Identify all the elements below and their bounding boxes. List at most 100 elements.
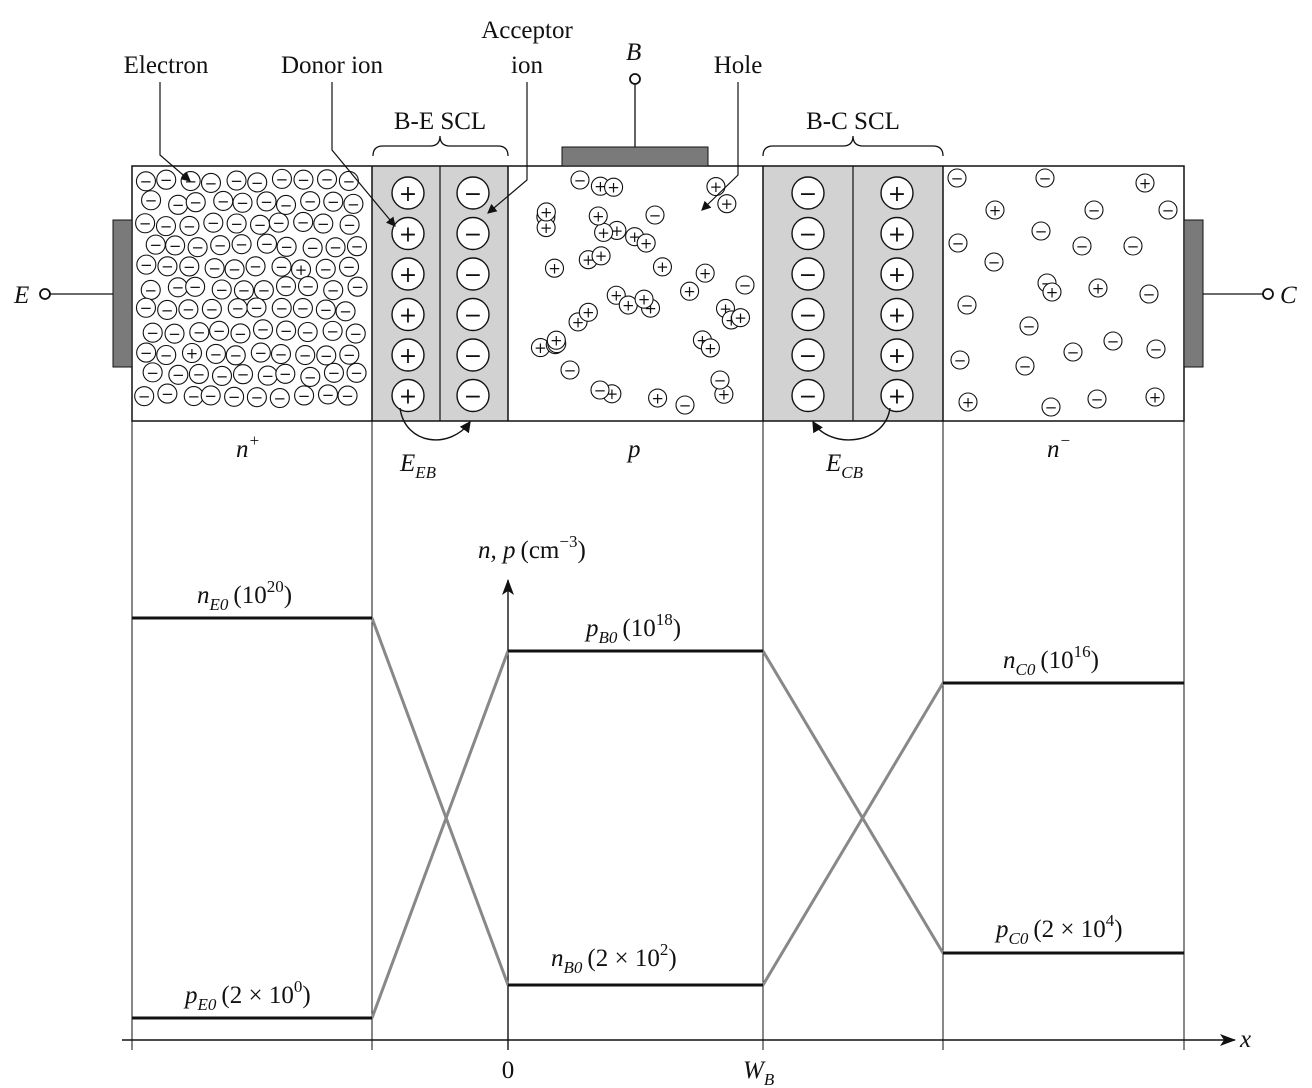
electron-sign: − <box>161 301 174 319</box>
electron-icon <box>297 276 319 297</box>
electron-icon <box>211 279 232 300</box>
collector-electrons: − −− −−− − −−−−−−−− −− −−−+++++ + <box>947 168 1178 417</box>
be-acceptor-ion-icon <box>456 338 490 372</box>
electron-icon <box>323 191 344 212</box>
electron-sign: − <box>217 192 230 210</box>
hole-sign: + <box>638 291 651 309</box>
electron-icon <box>205 343 226 364</box>
electron-icon <box>316 169 338 190</box>
electron-sign: − <box>343 346 356 364</box>
electron-sign: − <box>1045 398 1058 416</box>
electron-sign: − <box>275 258 288 276</box>
electron-icon <box>136 254 157 275</box>
electron-sign: − <box>169 237 182 255</box>
electron-sign: − <box>347 195 360 213</box>
electron-icon <box>346 362 367 383</box>
electron-sign: − <box>988 253 1001 271</box>
electron-sign: − <box>204 387 217 405</box>
electron-sign: − <box>297 171 310 189</box>
electron-sign: − <box>961 296 974 314</box>
electron-icon <box>1019 316 1039 336</box>
bc-acceptor-ion-icon <box>791 378 825 413</box>
electron-icon <box>315 258 336 279</box>
electron-sign: − <box>161 385 174 403</box>
electron-icon <box>293 211 314 233</box>
donor-ion-sign: + <box>989 201 1002 219</box>
electron-sign: − <box>160 171 173 189</box>
electron-sign: − <box>172 366 185 384</box>
electron-icon <box>948 233 968 253</box>
electron-icon <box>157 256 178 277</box>
hole-icon <box>604 177 624 197</box>
electron-icon <box>157 383 178 404</box>
be-scl-label: B-E SCL <box>394 108 486 135</box>
electron-icon <box>200 172 222 193</box>
field-eb-arrow <box>399 407 471 441</box>
electron-icon <box>275 276 297 297</box>
electron-sign: − <box>206 300 219 318</box>
electron-sign: − <box>183 258 196 276</box>
donor-ion-sign: + <box>962 393 975 411</box>
be-donor-ion-icon <box>391 378 425 413</box>
donor-ion-icon <box>985 200 1005 220</box>
electron-sign: − <box>149 236 162 254</box>
acceptor-ion-arrow <box>487 82 528 214</box>
electron-sign: − <box>1023 317 1036 335</box>
bc-donor-ion-icon <box>880 378 914 413</box>
be-donor-ion-icon <box>391 297 425 332</box>
electron-icon <box>247 172 268 193</box>
electron-sign: − <box>254 216 267 234</box>
electron-icon <box>1031 221 1051 241</box>
donor-ion-sign: + <box>186 344 199 362</box>
electron-icon <box>211 365 233 386</box>
electron-icon <box>156 344 177 366</box>
emitter-region-label: n+ <box>236 431 260 463</box>
acceptor-ion-icon <box>735 275 755 295</box>
electron-sign: − <box>1019 357 1032 375</box>
nB0-label: nB0 (2 × 102) <box>551 940 677 977</box>
hole-icon <box>536 202 556 222</box>
collector-label: C <box>1280 282 1297 309</box>
hole-icon <box>652 257 673 277</box>
electron-sign: − <box>183 217 196 235</box>
electron-icon <box>275 363 296 384</box>
electron-sign: − <box>140 299 153 317</box>
hole-sign: + <box>651 389 664 407</box>
electron-sign: − <box>160 346 173 364</box>
electron-sign: − <box>187 387 200 405</box>
electron-icon <box>1139 284 1159 304</box>
electron-sign: − <box>235 236 248 254</box>
electron-sign: − <box>951 169 964 187</box>
donor-ion-icon <box>1145 387 1165 407</box>
electron-sign: − <box>952 234 965 252</box>
electron-icon <box>302 237 323 258</box>
electron-icon <box>346 236 368 257</box>
electron-icon <box>315 299 336 320</box>
base-contact <box>561 146 709 167</box>
donor-ion-icon <box>181 342 203 364</box>
bc-donor-ion-sign: + <box>888 303 906 328</box>
nE0-label: nE0 (1020) <box>197 577 292 614</box>
hole-sign: + <box>610 287 623 305</box>
be-donor-ion-icon <box>391 338 425 372</box>
electron-sign: − <box>1091 390 1104 408</box>
electron-icon <box>293 169 314 190</box>
electron-icon <box>250 342 271 363</box>
bc-donor-ion-sign: + <box>888 182 906 207</box>
electron-icon <box>157 299 178 320</box>
pC0-label: pC0 (2 × 104) <box>994 911 1123 948</box>
electron-icon <box>271 297 292 318</box>
collector-contact <box>1183 219 1204 368</box>
electron-sign: − <box>216 367 229 385</box>
donor-ion-icon <box>1088 278 1108 298</box>
donor-ion-icon <box>958 392 978 412</box>
hole-icon <box>730 308 751 328</box>
electron-icon <box>343 193 364 214</box>
be-transition-p <box>370 650 510 1019</box>
electron-sign: − <box>1088 201 1101 219</box>
electron-icon <box>188 363 209 385</box>
acceptor-ion-sign: − <box>594 381 607 399</box>
electron-sign: − <box>276 170 289 188</box>
electron-sign: − <box>327 282 340 300</box>
